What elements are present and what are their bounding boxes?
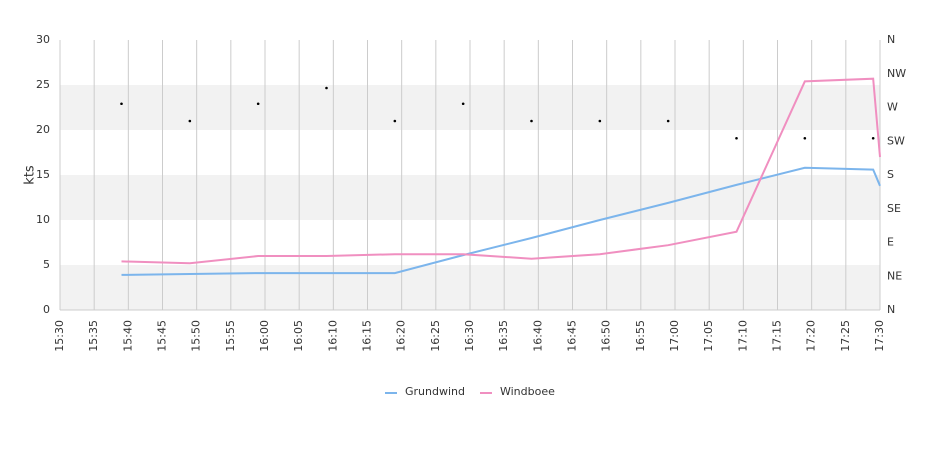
legend-label: Windboee [500, 385, 555, 398]
direction-point [120, 102, 123, 106]
direction-point [256, 102, 260, 106]
x-tick-label: 16:25 [429, 320, 442, 352]
y-tick-label: 10 [36, 213, 50, 226]
x-tick-label: 15:40 [121, 320, 134, 352]
x-tick-label: 17:15 [771, 320, 784, 352]
x-tick-label: 16:40 [531, 320, 544, 352]
x-tick-label: 16:15 [361, 320, 374, 352]
x-tick-label: 17:05 [702, 320, 715, 352]
legend-label: Grundwind [405, 385, 465, 398]
x-tick-label: 16:00 [258, 320, 271, 352]
x-tick-label: 15:45 [156, 320, 169, 352]
x-tick-label: 15:55 [224, 320, 237, 352]
y2-tick-label: W [887, 101, 898, 114]
direction-point [735, 136, 738, 140]
y-tick-label: 0 [43, 303, 50, 316]
x-tick-label: 15:35 [87, 320, 100, 352]
direction-point [871, 136, 875, 140]
x-tick-label: 17:20 [805, 320, 818, 352]
x-tick-label: 16:45 [566, 320, 579, 352]
x-tick-label: 16:55 [634, 320, 647, 352]
series-line [121, 77, 881, 265]
direction-point [188, 119, 192, 123]
x-tick-label: 17:00 [668, 320, 681, 352]
x-tick-label: 17:10 [736, 320, 749, 352]
x-tick-label: 16:20 [395, 320, 408, 352]
y-tick-label: 30 [36, 33, 50, 46]
direction-point [666, 119, 670, 123]
direction-point [598, 119, 602, 123]
y2-tick-label: NE [887, 269, 902, 282]
y-tick-label: 25 [36, 78, 50, 91]
direction-point [325, 86, 328, 90]
direction-point [803, 136, 807, 140]
y2-tick-label: SE [887, 202, 901, 215]
x-tick-label: 16:30 [463, 320, 476, 352]
y-tick-label: 15 [36, 168, 50, 181]
y2-tick-label: SW [887, 134, 905, 147]
x-tick-label: 15:30 [53, 320, 66, 352]
x-tick-label: 16:10 [326, 320, 339, 352]
y2-tick-label: N [887, 33, 895, 46]
x-tick-label: 17:30 [873, 320, 886, 352]
x-tick-label: 17:25 [839, 320, 852, 352]
x-tick-label: 16:50 [600, 320, 613, 352]
y2-tick-label: NW [887, 67, 906, 80]
x-tick-label: 16:05 [292, 320, 305, 352]
y2-tick-label: N [887, 303, 895, 316]
y2-tick-label: S [887, 168, 894, 181]
y-tick-label: 5 [43, 258, 50, 271]
series-line [121, 166, 881, 276]
direction-point [393, 119, 397, 123]
direction-point [461, 102, 465, 106]
direction-point [530, 119, 533, 123]
y-tick-label: 20 [36, 123, 50, 136]
x-tick-label: 15:50 [190, 320, 203, 352]
x-tick-label: 16:35 [497, 320, 510, 352]
y2-tick-label: E [887, 236, 894, 249]
y-axis-label: kts [23, 165, 38, 185]
